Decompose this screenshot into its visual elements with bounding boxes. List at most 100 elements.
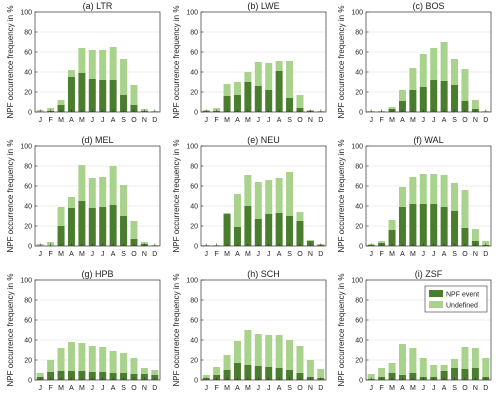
- x-tick-label: S: [121, 385, 126, 392]
- bar-npf-event: [223, 370, 231, 380]
- bar-undefined: [36, 373, 44, 377]
- x-tick-label: A: [400, 117, 405, 124]
- x-tick-label: D: [152, 385, 157, 392]
- x-tick-label: A: [111, 385, 116, 392]
- x-tick-label: N: [308, 385, 313, 392]
- y-tick-label: 0: [194, 110, 198, 117]
- x-tick-label: S: [121, 251, 126, 258]
- bar-npf-event: [233, 363, 241, 380]
- bar-npf-event: [286, 370, 294, 380]
- x-tick-label: A: [111, 117, 116, 124]
- y-axis-label: NPF occurrence frequency in %: [6, 6, 15, 119]
- bar-undefined: [398, 187, 406, 207]
- x-tick-label: O: [297, 117, 303, 124]
- bar-npf-event: [47, 372, 55, 380]
- y-tick-label: 60: [24, 318, 32, 325]
- bar-npf-event: [388, 230, 396, 246]
- bar-npf-event: [67, 208, 75, 246]
- x-tick-label: O: [297, 251, 303, 258]
- x-tick-label: J: [38, 117, 42, 124]
- x-tick-label: A: [69, 117, 74, 124]
- x-tick-label: J: [101, 117, 105, 124]
- y-tick-label: 0: [194, 378, 198, 385]
- bar-undefined: [57, 348, 65, 371]
- y-tick-label: 20: [190, 358, 198, 365]
- bar-undefined: [99, 347, 107, 372]
- x-tick-label: O: [462, 117, 468, 124]
- x-tick-label: A: [235, 117, 240, 124]
- bar-undefined: [471, 348, 479, 368]
- bar-undefined: [140, 242, 148, 244]
- bar-undefined: [275, 61, 283, 71]
- x-tick-label: N: [142, 385, 147, 392]
- x-tick-label: J: [267, 117, 271, 124]
- x-tick-label: A: [277, 251, 282, 258]
- bar-npf-event: [451, 211, 459, 246]
- bar-undefined: [409, 68, 417, 90]
- bar-npf-event: [254, 86, 262, 112]
- bar-npf-event: [296, 373, 304, 380]
- y-tick-label: 40: [190, 204, 198, 211]
- y-tick-label: 60: [190, 50, 198, 57]
- bar-undefined: [88, 178, 96, 208]
- bar-undefined: [398, 90, 406, 101]
- axes-frame: [365, 145, 492, 247]
- x-tick-label: A: [111, 251, 116, 258]
- bar-npf-event: [440, 371, 448, 380]
- bar-npf-event: [99, 207, 107, 246]
- bar-npf-event: [419, 204, 427, 246]
- bar-undefined: [233, 341, 241, 363]
- x-tick-label: N: [473, 117, 478, 124]
- bar-undefined: [78, 48, 86, 73]
- y-tick-label: 100: [351, 10, 363, 17]
- bar-undefined: [78, 343, 86, 371]
- bar-undefined: [430, 365, 438, 377]
- bar-undefined: [120, 353, 128, 373]
- y-tick-label: 80: [355, 30, 363, 37]
- bar-undefined: [265, 180, 273, 214]
- bar-npf-event: [130, 374, 138, 380]
- bar-npf-event: [451, 85, 459, 112]
- x-tick-label: J: [267, 251, 271, 258]
- bar-npf-event: [430, 204, 438, 246]
- bar-npf-event: [409, 373, 417, 380]
- y-tick-label: 100: [20, 278, 32, 285]
- y-tick-label: 40: [24, 338, 32, 345]
- bar-undefined: [378, 241, 386, 243]
- y-axis-label: NPF occurrence frequency in %: [337, 274, 346, 387]
- subplot-title: (b) LWE: [247, 1, 279, 11]
- bar-undefined: [223, 84, 231, 96]
- bar-undefined: [88, 50, 96, 79]
- bar-undefined: [233, 82, 241, 95]
- y-tick-label: 0: [28, 244, 32, 251]
- bar-undefined: [99, 177, 107, 207]
- bar-undefined: [296, 212, 304, 221]
- x-tick-label: J: [422, 117, 426, 124]
- axes-frame: [34, 279, 161, 381]
- x-tick-label: F: [379, 385, 383, 392]
- bar-undefined: [471, 229, 479, 241]
- bar-npf-event: [233, 95, 241, 112]
- bar-undefined: [461, 347, 469, 369]
- bar-undefined: [244, 72, 252, 82]
- bar-undefined: [296, 346, 304, 373]
- axes-frame: [200, 145, 327, 247]
- bar-undefined: [286, 61, 294, 98]
- bar-npf-event: [88, 208, 96, 246]
- axes-frame: [365, 279, 492, 381]
- y-tick-label: 20: [24, 358, 32, 365]
- bar-npf-event: [440, 81, 448, 112]
- bar-npf-event: [223, 96, 231, 112]
- y-tick-label: 20: [355, 90, 363, 97]
- subplot-title: (a) LTR: [83, 1, 113, 11]
- y-tick-label: 20: [355, 358, 363, 365]
- y-tick-label: 40: [24, 204, 32, 211]
- bar-npf-event: [451, 368, 459, 380]
- bar-npf-event: [88, 79, 96, 112]
- bar-undefined: [440, 365, 448, 371]
- x-tick-label: J: [422, 251, 426, 258]
- y-tick-label: 0: [28, 378, 32, 385]
